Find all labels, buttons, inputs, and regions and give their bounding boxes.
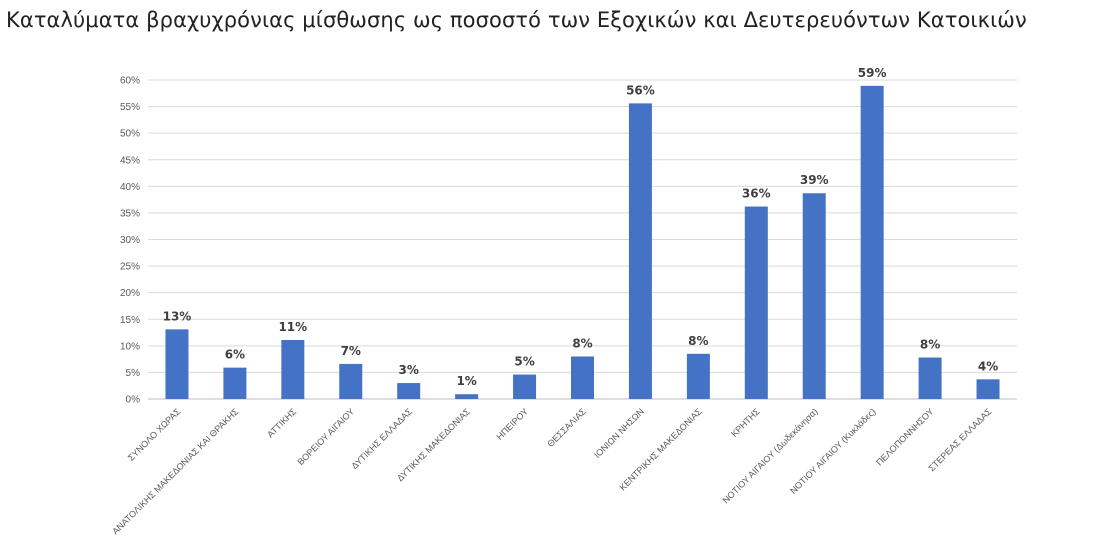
category-label: ΝΟΤΙΟΥ ΑΙΓΑΙΟΥ (Δωδεκάνησα) <box>721 406 820 505</box>
bar <box>860 85 884 400</box>
data-label: 6% <box>225 348 245 362</box>
y-tick-label: 15% <box>120 315 140 326</box>
data-label: 3% <box>399 363 419 377</box>
category-label: ΚΡΗΤΗΣ <box>729 406 762 439</box>
bar <box>513 374 537 399</box>
data-label: 36% <box>742 187 771 201</box>
category-label: ΣΤΕΡΕΑΣ ΕΛΛΑΔΑΣ <box>926 406 993 473</box>
bar <box>918 357 942 399</box>
data-label: 39% <box>800 173 829 187</box>
y-tick-label: 35% <box>120 208 140 219</box>
bar <box>281 339 305 399</box>
data-label: 4% <box>978 359 998 373</box>
y-tick-label: 40% <box>120 182 140 193</box>
category-label: ΔΥΤΙΚΗΣ ΕΛΛΑΔΑΣ <box>349 406 414 471</box>
bar <box>744 206 768 399</box>
y-tick-label: 45% <box>120 155 140 166</box>
category-label: ΘΕΣΣΑΛΙΑΣ <box>545 406 588 449</box>
y-tick-label: 60% <box>120 76 140 87</box>
y-axis-ticks: 0% 5% 10% 15% 20% 25% 30% 35% 40% 45% 50% 55% 60% <box>120 76 140 406</box>
y-tick-label: 55% <box>120 102 140 113</box>
y-tick-label: 0% <box>126 395 141 406</box>
data-label: 59% <box>858 66 887 80</box>
data-label: 7% <box>341 344 361 358</box>
data-label: 1% <box>456 374 476 388</box>
category-label: ΑΝΑΤΟΛΙΚΗΣ ΜΑΚΕΔΟΝΙΑΣ ΚΑΙ ΘΡΑΚΗΣ <box>110 406 240 536</box>
bars <box>165 85 1000 400</box>
chart-title: Καταλύματα βραχυχρόνιας μίσθωσης ως ποσο… <box>6 8 1027 32</box>
y-tick-label: 30% <box>120 235 140 246</box>
category-label: ΙΟΝΙΩΝ ΝΗΣΩΝ <box>592 406 646 460</box>
data-label: 13% <box>163 309 192 323</box>
y-tick-label: 10% <box>120 341 140 352</box>
data-label: 5% <box>514 355 534 369</box>
category-label: ΒΟΡΕΙΟΥ ΑΙΓΑΙΟΥ <box>295 406 356 467</box>
data-label: 8% <box>920 338 940 352</box>
bar <box>571 356 594 399</box>
data-label: 11% <box>278 320 307 334</box>
y-tick-label: 5% <box>126 368 141 379</box>
y-tick-label: 50% <box>120 129 140 140</box>
category-label: ΠΕΛΟΠΟΝΝΗΣΟΥ <box>874 406 935 467</box>
bar <box>686 353 710 399</box>
bar <box>223 367 247 399</box>
category-label: ΗΠΕΙΡΟΥ <box>494 406 530 442</box>
data-labels: 13% 6% 11% 7% 3% 1% 5% 8% 56% 8% 36% 39% 59% 8% 4% <box>163 66 999 388</box>
bar <box>802 193 826 399</box>
data-label: 8% <box>572 336 592 350</box>
y-tick-label: 25% <box>120 262 140 273</box>
bar <box>339 363 363 399</box>
bar <box>165 329 189 399</box>
y-tick-label: 20% <box>120 288 140 299</box>
category-label: ΣΥΝΟΛΟ ΧΩΡΑΣ <box>126 406 183 463</box>
bar <box>397 383 421 399</box>
data-label: 8% <box>688 334 708 348</box>
bar <box>976 379 1000 399</box>
data-label: 56% <box>626 83 655 97</box>
bar <box>455 394 479 399</box>
gridlines <box>148 79 1017 400</box>
category-label: ΑΤΤΙΚΗΣ <box>265 406 298 439</box>
bar <box>628 103 652 399</box>
